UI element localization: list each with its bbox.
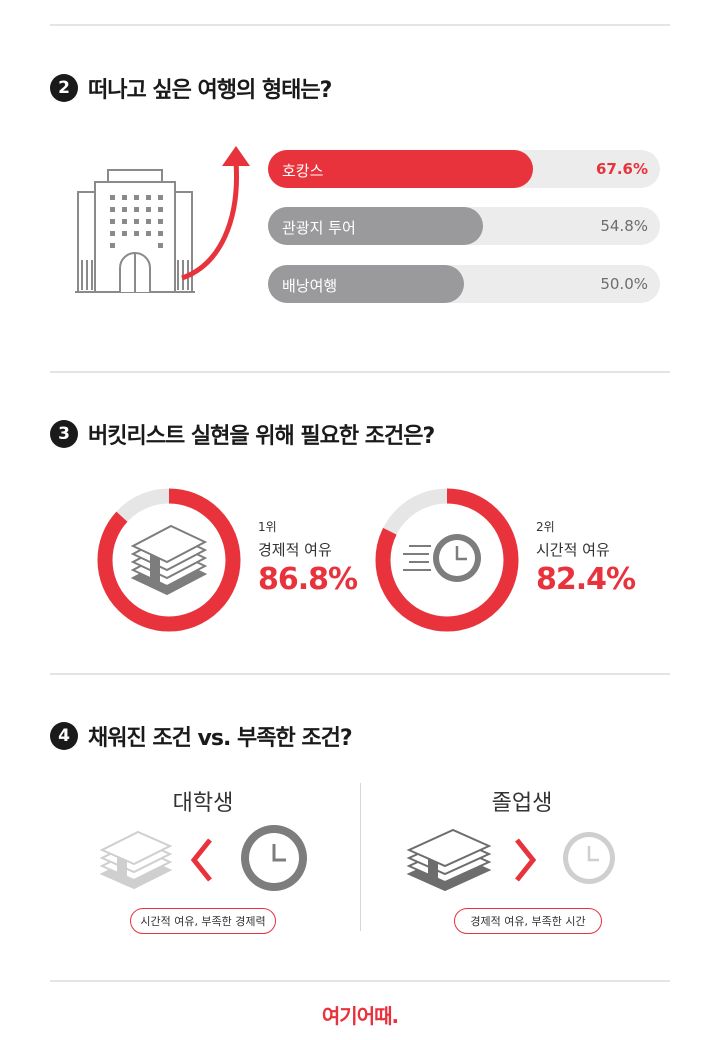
section2-heading: 떠나고 싶은 여행의 형태는?	[88, 78, 332, 103]
section2-title: 2 떠나고 싶은 여행의 형태는?	[50, 72, 332, 104]
rank-1-label: 경제적 여유	[258, 541, 332, 559]
chevron-left-icon	[190, 838, 212, 882]
heading-college-student: 대학생	[172, 791, 234, 816]
top-divider	[50, 24, 670, 26]
bar-row-hocance: 호캉스 67.6%	[268, 150, 660, 188]
section3-title: 3 버킷리스트 실현을 위해 필요한 조건은?	[50, 418, 435, 450]
rank-2-number: 2위	[536, 520, 555, 534]
donut-economic	[97, 488, 241, 632]
section2-number-badge: 2	[50, 74, 78, 102]
chevron-right-icon	[515, 838, 537, 882]
brand-logo: 여기어때.	[321, 1004, 399, 1028]
bar-label-backpacking: 배낭여행	[282, 277, 338, 295]
rank-2-label: 시간적 여유	[536, 541, 610, 559]
section4-number-badge: 4	[50, 722, 78, 750]
rank-block-2: 2위 시간적 여유 82.4%	[536, 518, 636, 597]
section4-title: 4 채워진 조건 vs. 부족한 조건?	[50, 720, 353, 752]
section3-divider	[50, 673, 670, 675]
bar-fill-tour	[268, 207, 483, 245]
fast-clock-icon	[403, 534, 481, 582]
college-icon-row	[99, 825, 307, 891]
rank-1-value: 86.8%	[258, 562, 358, 597]
money-stack-faded-icon	[99, 830, 173, 890]
caption-graduate: 경제적 여유, 부족한 시간	[454, 908, 602, 934]
donut-time-arc	[375, 488, 519, 632]
donut-time	[375, 488, 519, 632]
section3-heading: 버킷리스트 실현을 위해 필요한 조건은?	[88, 424, 435, 449]
clock-faded-icon	[563, 832, 615, 884]
hotel-building-icon	[75, 146, 250, 293]
caption-college: 시간적 여유, 부족한 경제력	[130, 908, 276, 934]
clock-icon	[241, 825, 307, 891]
rank-1-number: 1위	[258, 520, 277, 534]
money-stack-icon	[406, 828, 492, 892]
graduate-icon-row	[406, 828, 615, 892]
bar-row-tour: 관광지 투어 54.8%	[268, 207, 660, 245]
bar-row-backpacking: 배낭여행 50.0%	[268, 265, 660, 303]
bar-fill-hocance	[268, 150, 533, 188]
bar-label-hocance: 호캉스	[282, 162, 324, 180]
column-separator	[360, 783, 361, 931]
footer-divider	[50, 980, 670, 982]
bar-percent-tour: 54.8%	[600, 217, 648, 235]
bar-percent-backpacking: 50.0%	[600, 275, 648, 293]
bar-percent-hocance: 67.6%	[595, 160, 648, 178]
section3-number-badge: 3	[50, 420, 78, 448]
bar-fill-backpacking	[268, 265, 464, 303]
money-stack-icon	[130, 524, 208, 596]
section2-divider	[50, 371, 670, 373]
donut-economic-arc	[97, 488, 241, 632]
bar-label-tour: 관광지 투어	[282, 219, 356, 237]
heading-graduate: 졸업생	[491, 791, 553, 816]
rank-block-1: 1위 경제적 여유 86.8%	[258, 518, 358, 597]
rank-2-value: 82.4%	[536, 562, 636, 597]
section4-heading: 채워진 조건 vs. 부족한 조건?	[88, 726, 353, 751]
